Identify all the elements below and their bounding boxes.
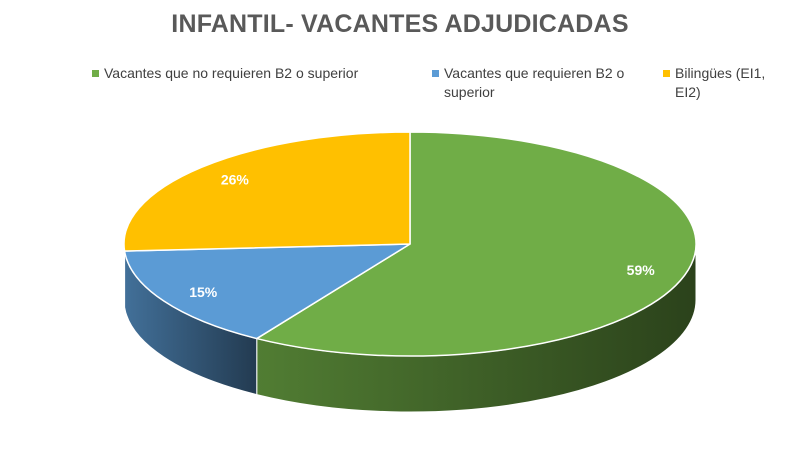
legend-item-b2: Vacantes que requieren B2 o superior [432,64,627,102]
legend-label: Bilingües (EI1, EI2) [675,65,766,100]
legend-swatch-blue [432,70,439,77]
data-label-0: 59% [627,262,656,278]
legend-swatch-yellow [663,70,670,77]
data-label-2: 26% [221,172,250,188]
data-label-1: 15% [189,284,218,300]
legend-label: Vacantes que requieren B2 o superior [444,65,625,100]
legend-label: Vacantes que no requieren B2 o superior [104,65,359,81]
legend-swatch-green [92,70,99,77]
legend: Vacantes que no requieren B2 o superior … [0,0,800,110]
pie-slice-1 [123,243,411,340]
chart-title: INFANTIL- VACANTES ADJUDICADAS [171,10,629,38]
legend-item-no-b2: Vacantes que no requieren B2 o superior [92,64,392,83]
pie-slice-2 [123,131,411,252]
pie-slice-0 [256,131,697,357]
legend-item-bilingual: Bilingües (EI1, EI2) [663,64,773,102]
